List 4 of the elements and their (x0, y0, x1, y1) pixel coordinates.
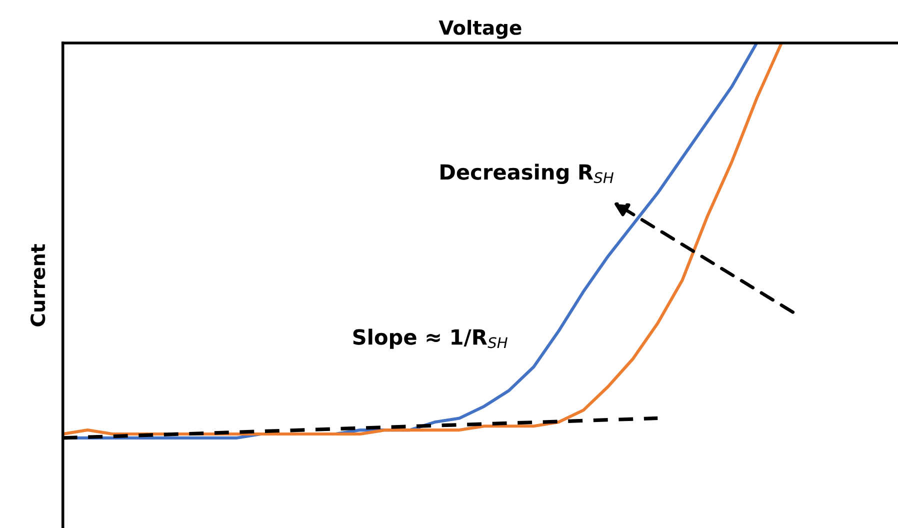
annotation: Decreasing R$_{SH}$ (440, 164, 614, 184)
x-axis-title: Voltage (438, 20, 522, 39)
annotation: Slope ≈ 1/R$_{SH}$ (353, 328, 508, 349)
y-axis-title: Current (30, 244, 46, 326)
